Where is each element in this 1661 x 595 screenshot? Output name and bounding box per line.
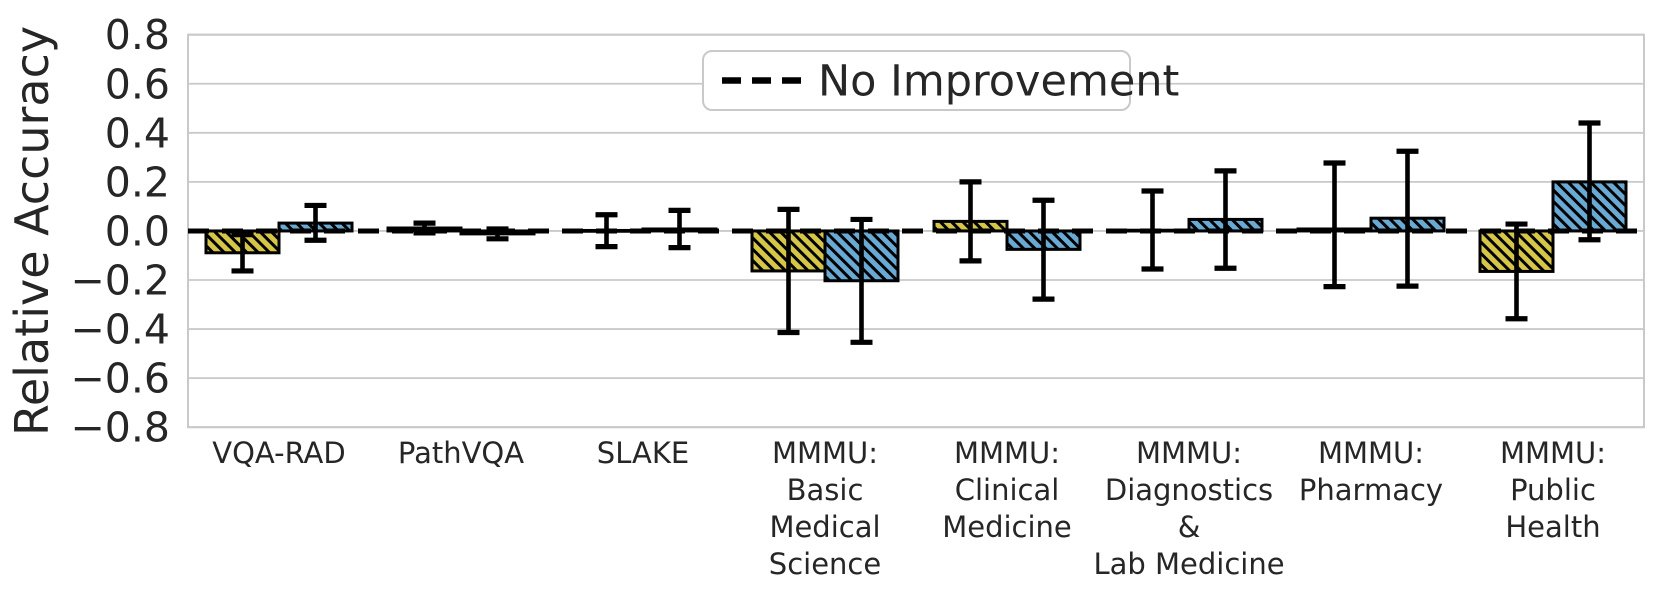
- y-tick-label: 0.8: [105, 11, 170, 59]
- x-tick-line: MMMU:: [1500, 436, 1606, 470]
- x-tick-line: &: [1178, 510, 1201, 544]
- x-tick-label-group6: MMMU: Diagnostics & Lab Medicine: [1093, 436, 1284, 581]
- x-tick-line: Lab Medicine: [1093, 547, 1284, 581]
- x-tick-line: MMMU:: [1136, 436, 1242, 470]
- y-tick-label: 0.2: [105, 158, 170, 206]
- y-tick-label: −0.2: [70, 257, 170, 305]
- x-tick-line: Basic: [787, 473, 864, 507]
- legend: No Improvement: [702, 50, 1179, 111]
- x-tick-label-group3: SLAKE: [597, 436, 689, 470]
- x-tick-label-group8: MMMU: Public Health: [1500, 436, 1606, 544]
- x-tick-line: MMMU:: [1318, 436, 1424, 470]
- x-tick-line: SLAKE: [597, 436, 689, 470]
- x-tick-line: Medicine: [942, 510, 1072, 544]
- x-tick-line: Science: [769, 547, 881, 581]
- legend-box: [702, 50, 1131, 111]
- x-tick-label-group1: VQA-RAD: [212, 436, 345, 470]
- errorbar-blue-hatched-group5: [1032, 197, 1055, 302]
- x-tick-line: Clinical: [955, 473, 1060, 507]
- x-tick-line: VQA-RAD: [212, 436, 345, 470]
- x-tick-line: Diagnostics: [1105, 473, 1273, 507]
- errorbar-yellow-hatched-group1: [231, 232, 254, 274]
- y-tick-label: 0.6: [105, 60, 170, 108]
- y-axis-label: Relative Accuracy: [5, 26, 59, 436]
- legend-label: No Improvement: [818, 57, 1179, 107]
- x-tick-line: MMMU:: [772, 436, 878, 470]
- x-tick-line: Pharmacy: [1299, 473, 1443, 507]
- x-tick-line: PathVQA: [398, 436, 524, 470]
- x-tick-label-group5: MMMU: Clinical Medicine: [942, 436, 1072, 544]
- errorbar-yellow-hatched-group4: [777, 206, 800, 336]
- errorbar-yellow-hatched-group7: [1323, 160, 1346, 290]
- y-tick-label: −0.8: [70, 404, 170, 452]
- x-tick-line: Medical: [769, 510, 880, 544]
- errorbar-yellow-hatched-group8: [1505, 221, 1528, 322]
- errorbar-blue-hatched-group7: [1396, 148, 1419, 289]
- x-tick-line: Health: [1505, 510, 1600, 544]
- x-tick-label-group7: MMMU: Pharmacy: [1299, 436, 1443, 507]
- errorbar-blue-hatched-group1: [304, 202, 327, 243]
- errorbar-blue-hatched-group6: [1214, 168, 1237, 271]
- y-tick-label: −0.6: [70, 355, 170, 403]
- errorbar-blue-hatched-group4: [850, 216, 873, 345]
- errorbar-yellow-hatched-group5: [959, 179, 982, 264]
- x-tick-label-group2: PathVQA: [398, 436, 524, 470]
- x-tick-label-group4: MMMU: Basic Medical Science: [769, 436, 881, 581]
- y-tick-label: 0.0: [105, 207, 170, 255]
- errorbar-blue-hatched-group8: [1578, 120, 1601, 243]
- x-tick-line: Public: [1510, 473, 1596, 507]
- y-tick-label: −0.4: [70, 306, 170, 354]
- x-tick-line: MMMU:: [954, 436, 1060, 470]
- y-tick-label: 0.4: [105, 109, 170, 157]
